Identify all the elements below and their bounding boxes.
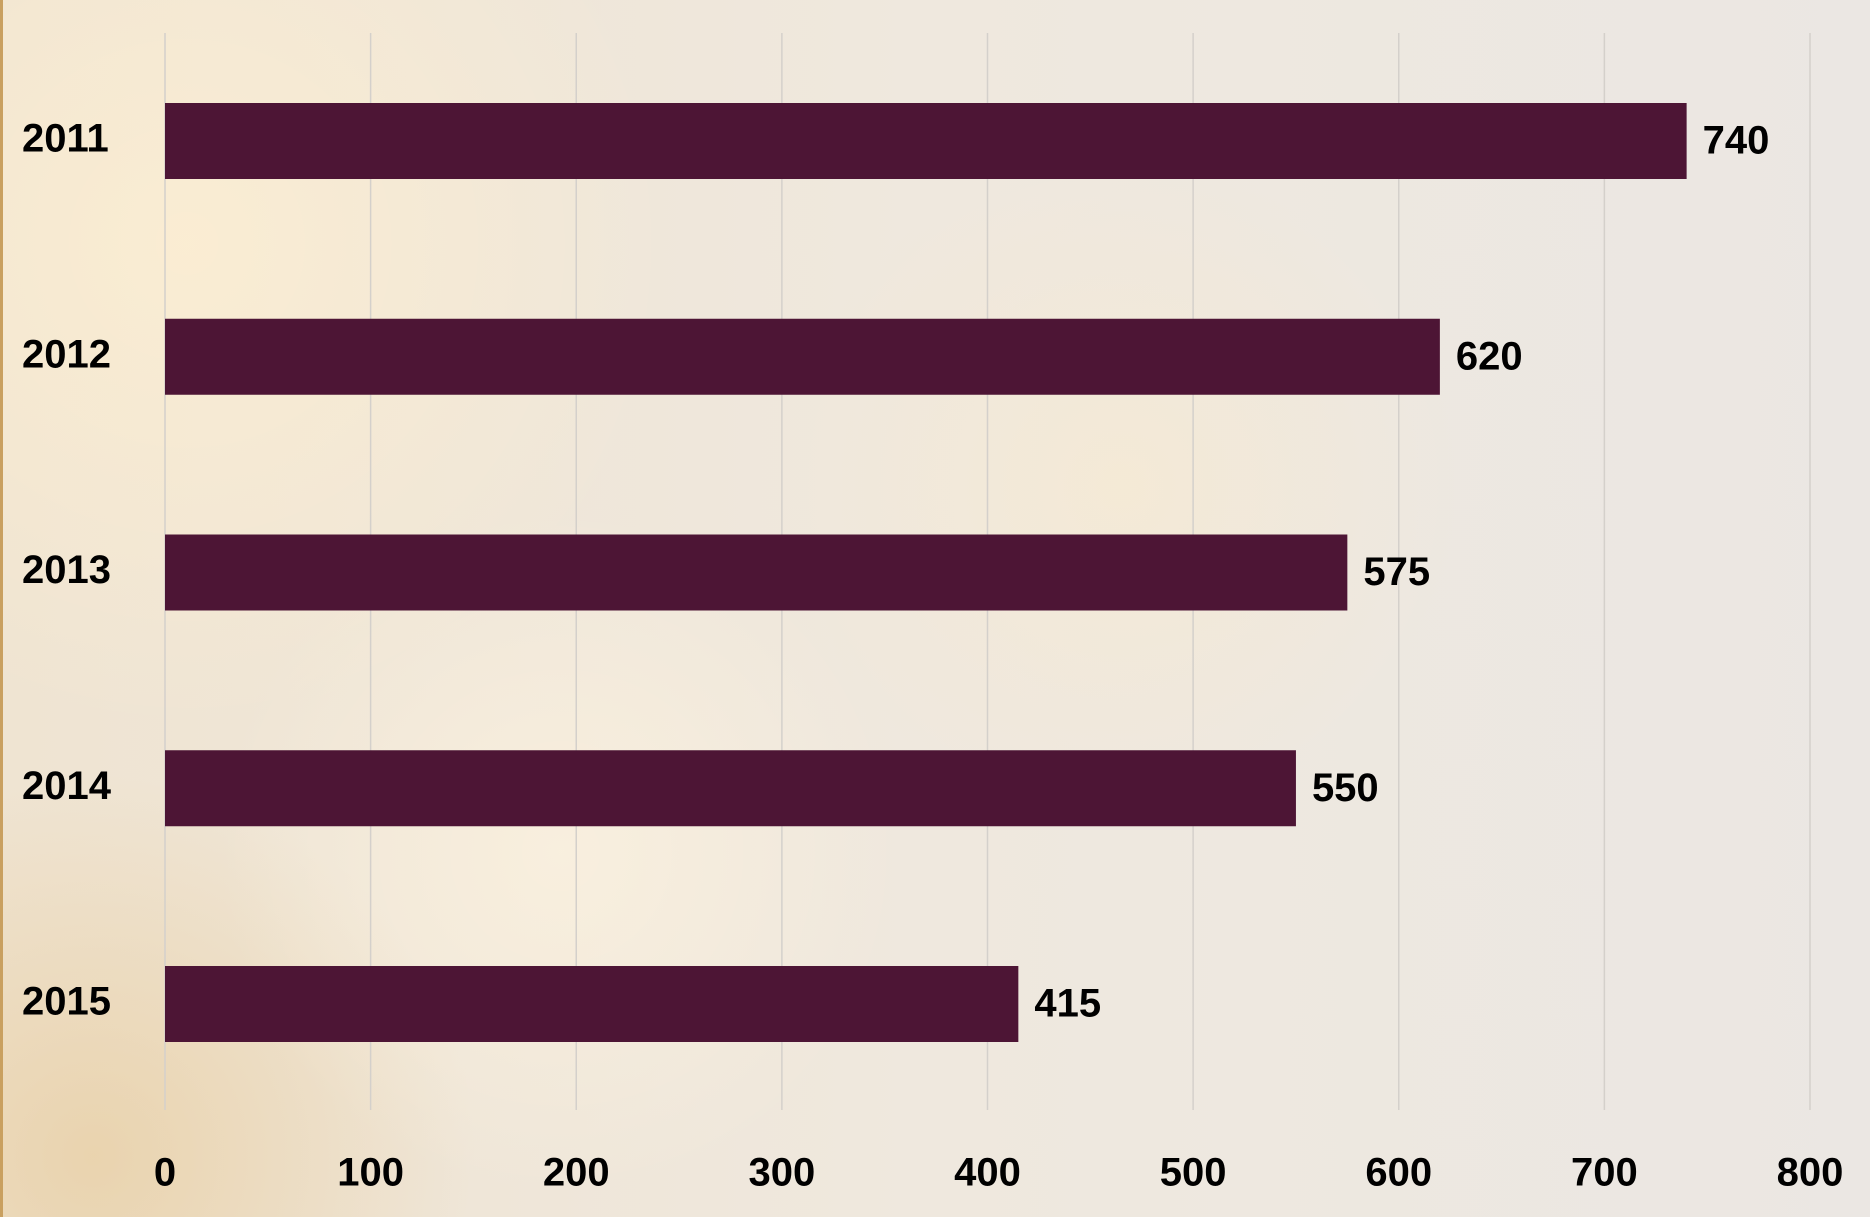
bar [165, 103, 1687, 179]
chart: 0 100 200 300 400 500 600 700 800 2011 740 2012 620 2… [22, 33, 1844, 1195]
bar [165, 318, 1440, 395]
x-tick-label: 500 [1160, 1151, 1227, 1195]
x-tick-label: 0 [154, 1151, 176, 1195]
x-tick-label: 200 [543, 1151, 610, 1195]
data-label: 740 [1703, 119, 1770, 163]
x-tick-label: 400 [954, 1151, 1021, 1195]
x-tick-label: 300 [749, 1151, 816, 1195]
y-tick-label: 2013 [22, 548, 111, 592]
x-tick-label: 800 [1777, 1151, 1844, 1195]
y-tick-label: 2011 [22, 117, 109, 161]
bar [165, 966, 1019, 1042]
bar [165, 534, 1348, 611]
x-tick-label: 600 [1365, 1151, 1432, 1195]
y-tick-label: 2012 [22, 332, 111, 376]
data-label: 575 [1363, 550, 1430, 594]
data-label: 550 [1312, 766, 1379, 810]
bar [165, 750, 1296, 827]
y-tick-label: 2014 [22, 764, 112, 808]
y-tick-label: 2015 [22, 980, 111, 1024]
data-label: 415 [1034, 982, 1101, 1026]
data-label: 620 [1456, 334, 1523, 378]
x-tick-label: 100 [337, 1151, 404, 1195]
x-tick-label: 700 [1571, 1151, 1638, 1195]
